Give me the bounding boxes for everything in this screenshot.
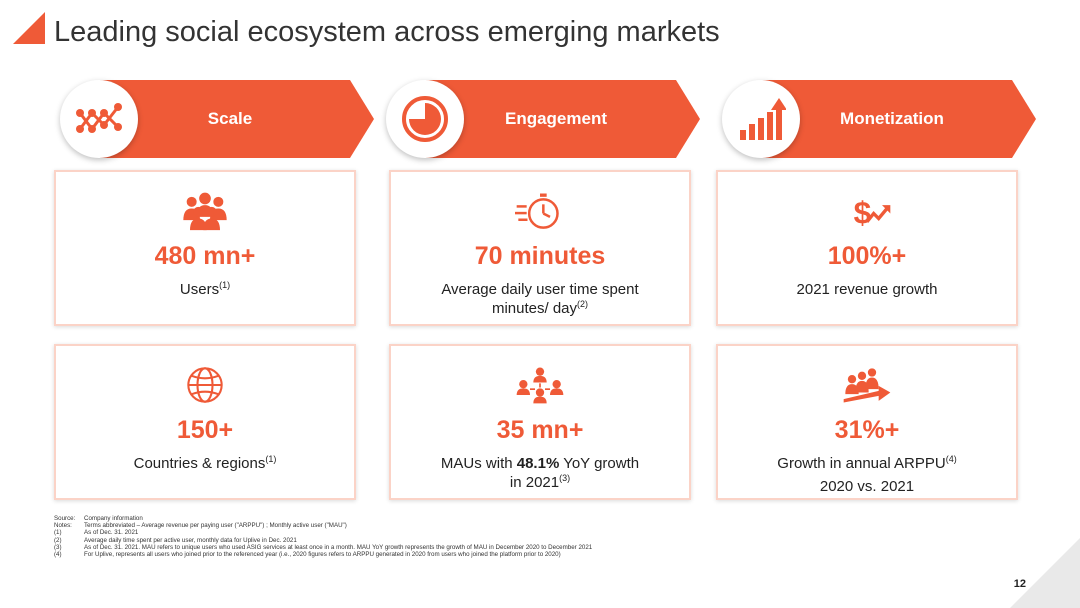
footnote-text: Average daily time spent per active user… — [84, 536, 297, 544]
pillar-arrow — [100, 80, 374, 158]
metric-description: MAUs with 48.1% YoY growth in 2021(3) — [405, 454, 675, 492]
footnote-text: For Uplive, represents all users who joi… — [84, 551, 561, 559]
footnote-key: (4) — [54, 551, 62, 559]
footnote-key: (3) — [54, 543, 62, 551]
footnote-ref: (1) — [265, 454, 277, 464]
footnote-text: Company information — [84, 515, 143, 522]
metric-desc-text: minutes/ day — [491, 300, 578, 317]
metric-card-revenue-growth: $ 100%+ 2021 revenue growth — [716, 170, 1018, 326]
pillar-label: Monetization — [840, 109, 944, 128]
metric-description: Countries & regions(1) — [70, 454, 340, 473]
metric-desc-text: YoY growth — [559, 455, 640, 472]
metric-desc-line: 2020 vs. 2021 — [819, 478, 915, 495]
pillar-label: Engagement — [504, 109, 608, 128]
metric-desc-highlight: 48.1% — [516, 455, 560, 472]
metric-desc-text: Growth in annual ARPPU — [777, 455, 946, 472]
svg-text:$: $ — [854, 195, 872, 231]
footnote-row: Notes: Terms abbreviated – Average revenu… — [54, 522, 592, 529]
pillar-scale: Scale — [60, 80, 380, 158]
metric-card-maus: 35 mn+ MAUs with 48.1% YoY growth in 202… — [389, 344, 691, 500]
metric-card-users: 480 mn+ Users(1) — [54, 170, 356, 326]
dollar-up-arrow-icon: $ — [854, 195, 891, 231]
metric-desc-text: Countries & regions — [133, 455, 266, 472]
metric-desc-text: MAUs with — [440, 455, 517, 472]
footnote-row: Source: Company information — [54, 515, 592, 522]
people-group-icon — [183, 192, 227, 231]
metric-value: 35 mn+ — [496, 416, 584, 444]
pillar-monetization: Monetization — [722, 80, 1042, 158]
stopwatch-icon — [515, 193, 559, 229]
footnote-ref: (1) — [219, 280, 231, 290]
footnote-key: Source: — [54, 515, 76, 522]
footnote-text: Terms abbreviated – Average revenue per … — [84, 522, 347, 530]
footnote-ref: (4) — [945, 454, 957, 464]
metric-description: Users(1) — [70, 280, 340, 299]
footnote-row: (3) As of Dec. 31. 2021. MAU refers to un… — [54, 544, 592, 551]
footnote-row: (1) As of Dec. 31. 2021 — [54, 529, 592, 536]
metric-value: 100%+ — [827, 242, 907, 270]
metric-desc-line: in 2021(3) — [405, 473, 675, 492]
metric-value: 480 mn+ — [154, 242, 256, 270]
metric-description: 2021 revenue growth — [732, 280, 1002, 299]
pie-timer-icon — [386, 80, 464, 158]
brand-logo-icon — [13, 12, 45, 44]
pillar-arrow — [426, 80, 700, 158]
metric-description: Average daily user time spent minutes/ d… — [405, 280, 675, 318]
metric-card-daily-time: 70 minutes Average daily user time spent… — [389, 170, 691, 326]
footnote-key: (1) — [54, 529, 62, 537]
footnote-row: (2) Average daily time spent per active u… — [54, 537, 592, 544]
page-corner-fold — [1010, 538, 1080, 608]
metric-desc-line: Average daily user time spent — [441, 281, 639, 298]
metric-desc-text: Users — [179, 281, 220, 298]
metric-desc-line: Growth in annual ARPPU(4) — [732, 454, 1002, 473]
pillar-engagement: Engagement — [386, 80, 706, 158]
globe-icon — [187, 367, 223, 403]
footnote-key: (2) — [54, 536, 62, 544]
metric-card-arppu: 31%+ Growth in annual ARPPU(4) 2020 vs. … — [716, 344, 1018, 500]
metric-desc-text: 2021 revenue growth — [796, 281, 938, 298]
metric-value: 150+ — [176, 416, 234, 444]
footnote-ref: (2) — [577, 299, 589, 309]
pillar-arrow — [762, 80, 1036, 158]
metric-desc-line: MAUs with 48.1% YoY growth — [405, 454, 675, 473]
network-graph-icon — [60, 80, 138, 158]
footnote-text: As of Dec. 31. 2021 — [84, 529, 139, 537]
page-title: Leading social ecosystem across emerging… — [54, 16, 720, 48]
team-growth-arrow-icon — [843, 368, 891, 403]
page-number: 12 — [1013, 578, 1026, 590]
metric-value: 31%+ — [834, 416, 900, 444]
metric-desc-line: minutes/ day(2) — [405, 299, 675, 318]
metric-description: Growth in annual ARPPU(4) 2020 vs. 2021 — [732, 454, 1002, 496]
metric-desc-text: in 2021 — [509, 474, 560, 491]
footnotes: Source: Company information Notes: Terms a… — [54, 515, 592, 558]
footnote-ref: (3) — [559, 473, 571, 483]
footnote-key: Notes: — [54, 522, 72, 530]
growth-bars-arrow-icon — [722, 80, 800, 158]
footnote-text: As of Dec. 31. 2021. MAU refers to uniqu… — [84, 543, 593, 551]
metric-card-countries: 150+ Countries & regions(1) — [54, 344, 356, 500]
connected-users-icon — [516, 367, 564, 404]
metric-value: 70 minutes — [474, 242, 606, 270]
pillar-label: Scale — [207, 109, 253, 128]
footnote-row: (4) For Uplive, represents all users who … — [54, 551, 592, 558]
